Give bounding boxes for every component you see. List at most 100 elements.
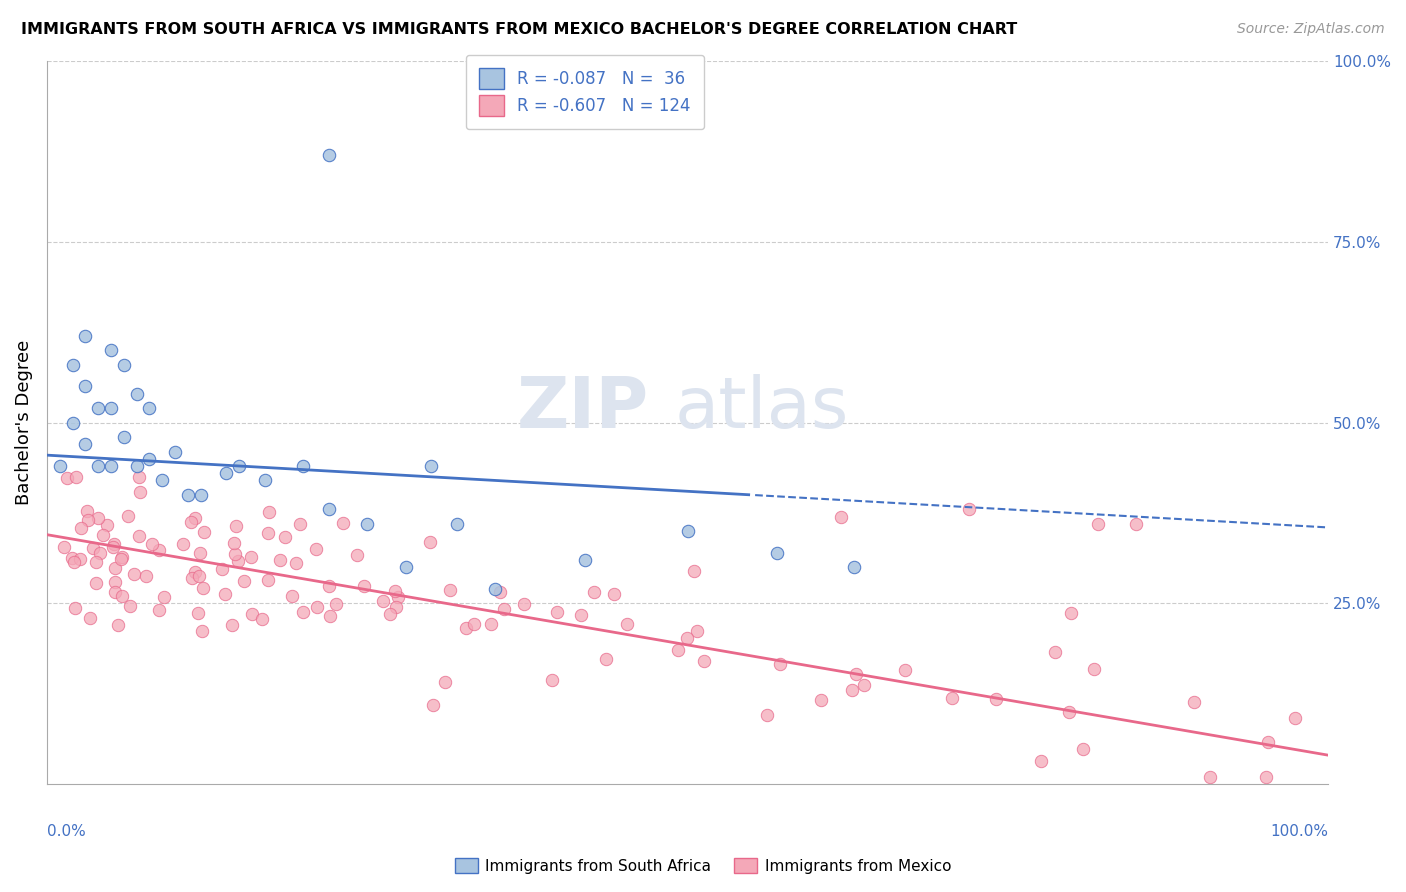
Point — [53, 540, 76, 554]
Point — [211, 562, 233, 576]
Point — [226, 554, 249, 568]
Point — [603, 587, 626, 601]
Point — [305, 541, 328, 556]
Point — [138, 451, 160, 466]
Point — [104, 585, 127, 599]
Point — [111, 589, 134, 603]
Text: IMMIGRANTS FROM SOUTH AFRICA VS IMMIGRANTS FROM MEXICO BACHELOR'S DEGREE CORRELA: IMMIGRANTS FROM SOUTH AFRICA VS IMMIGRAN… — [21, 22, 1018, 37]
Point — [332, 516, 354, 531]
Point — [62, 358, 84, 372]
Point — [187, 607, 209, 621]
Point — [353, 579, 375, 593]
Point — [318, 579, 340, 593]
Text: ZIP: ZIP — [517, 374, 650, 442]
Point — [513, 597, 536, 611]
Point — [1059, 705, 1081, 719]
Point — [894, 664, 917, 678]
Point — [193, 525, 215, 540]
Point — [141, 537, 163, 551]
Point — [250, 612, 273, 626]
Point — [76, 504, 98, 518]
Point — [100, 458, 122, 473]
Point — [65, 470, 87, 484]
Point — [292, 458, 315, 473]
Point — [1257, 735, 1279, 749]
Point — [112, 430, 135, 444]
Legend: R = -0.087   N =  36, R = -0.607   N = 124: R = -0.087 N = 36, R = -0.607 N = 124 — [465, 55, 704, 129]
Point — [103, 536, 125, 550]
Point — [433, 675, 456, 690]
Point — [541, 673, 564, 687]
Point — [1071, 742, 1094, 756]
Text: atlas: atlas — [675, 374, 849, 442]
Point — [184, 511, 207, 525]
Point — [546, 605, 568, 619]
Point — [215, 467, 238, 481]
Point — [253, 474, 276, 488]
Point — [1182, 695, 1205, 709]
Point — [583, 585, 606, 599]
Point — [941, 691, 963, 706]
Point — [128, 528, 150, 542]
Point — [172, 537, 194, 551]
Point — [63, 601, 86, 615]
Point — [768, 657, 790, 671]
Point — [380, 607, 402, 622]
Point — [240, 549, 263, 564]
Point — [125, 386, 148, 401]
Point — [484, 582, 506, 596]
Point — [75, 329, 97, 343]
Y-axis label: Bachelor's Degree: Bachelor's Degree — [15, 340, 32, 505]
Point — [76, 513, 98, 527]
Point — [454, 621, 477, 635]
Point — [224, 547, 246, 561]
Point — [1029, 755, 1052, 769]
Point — [79, 611, 101, 625]
Point — [148, 542, 170, 557]
Point — [574, 553, 596, 567]
Point — [385, 599, 408, 614]
Text: 100.0%: 100.0% — [1270, 824, 1329, 838]
Point — [492, 602, 515, 616]
Point — [75, 379, 97, 393]
Point — [163, 444, 186, 458]
Point — [225, 519, 247, 533]
Point — [395, 560, 418, 574]
Point — [117, 508, 139, 523]
Text: Source: ZipAtlas.com: Source: ZipAtlas.com — [1237, 22, 1385, 37]
Point — [125, 458, 148, 473]
Point — [281, 589, 304, 603]
Point — [91, 527, 114, 541]
Point — [463, 616, 485, 631]
Point — [150, 474, 173, 488]
Point — [69, 551, 91, 566]
Point — [305, 599, 328, 614]
Point — [957, 502, 980, 516]
Point — [384, 584, 406, 599]
Point — [56, 470, 79, 484]
Point — [87, 510, 110, 524]
Point — [766, 546, 789, 560]
Point — [1045, 645, 1067, 659]
Point — [841, 682, 863, 697]
Point — [75, 437, 97, 451]
Point — [221, 618, 243, 632]
Point — [135, 568, 157, 582]
Point — [191, 624, 214, 639]
Point — [1060, 606, 1083, 620]
Point — [84, 576, 107, 591]
Point — [177, 488, 200, 502]
Point — [387, 590, 409, 604]
Point — [845, 666, 868, 681]
Point — [810, 693, 832, 707]
Point — [269, 553, 291, 567]
Point — [1125, 516, 1147, 531]
Point — [184, 565, 207, 579]
Point — [89, 546, 111, 560]
Point — [86, 555, 108, 569]
Point — [190, 488, 212, 502]
Point — [87, 458, 110, 473]
Point — [188, 546, 211, 560]
Point — [100, 343, 122, 358]
Point — [138, 401, 160, 416]
